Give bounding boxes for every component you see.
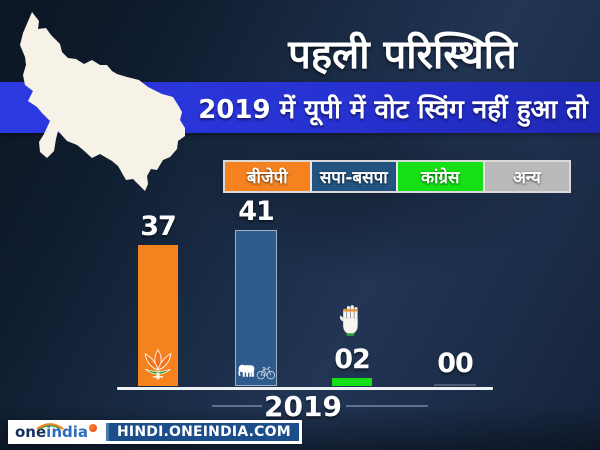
bar-value-bjp: 37 [140,211,177,242]
bar-value-congress: 02 [334,344,371,375]
x-axis-label: 2019 [264,390,342,423]
congress-hand-icon [339,303,365,343]
footer-brand-strip[interactable]: one india HINDI.ONEINDIA.COM [8,420,302,444]
bjp-lotus-icon [138,346,178,382]
x-axis-left-dash [212,405,262,407]
logo-orange-dot-icon [89,424,97,432]
legend: बीजेपी सपा-बसपा कांग्रेस अन्य [223,160,571,193]
bar-value-sp-bsp: 41 [238,196,275,227]
legend-item-bjp: बीजेपी [225,162,312,191]
bar-group-others: 00 [425,349,485,386]
uttar-pradesh-map [20,12,185,191]
legend-item-others: अन्य [484,162,569,191]
uttar-pradesh-shape [20,12,185,191]
x-axis-baseline [117,387,493,390]
site-url-text: HINDI.ONEINDIA.COM [117,424,291,440]
bar-group-bjp: 37 [128,212,188,386]
site-url-box[interactable]: HINDI.ONEINDIA.COM [106,423,299,441]
legend-item-sp-bsp: सपा-बसपा [311,162,398,191]
bsp-elephant-sp-bicycle-icon [236,361,276,381]
bar-value-others: 00 [437,348,474,379]
bar-sp-bsp [235,230,277,386]
bar-bjp [138,245,178,386]
bar-group-sp-bsp: 41 [226,197,286,386]
logo-tricolor-arc-icon [36,423,64,430]
legend-item-congress: कांग्रेस [398,162,485,191]
page-title: पहली परिस्थिति [288,31,517,78]
others-zero-underline [434,384,476,386]
x-axis-right-dash [346,405,428,407]
oneindia-logo: one india [9,421,104,443]
bar-congress [332,378,372,386]
subtitle-text: 2019 में यूपी में वोट स्विंग नहीं हुआ तो [198,94,588,125]
bar-group-congress: 02 [322,303,382,386]
